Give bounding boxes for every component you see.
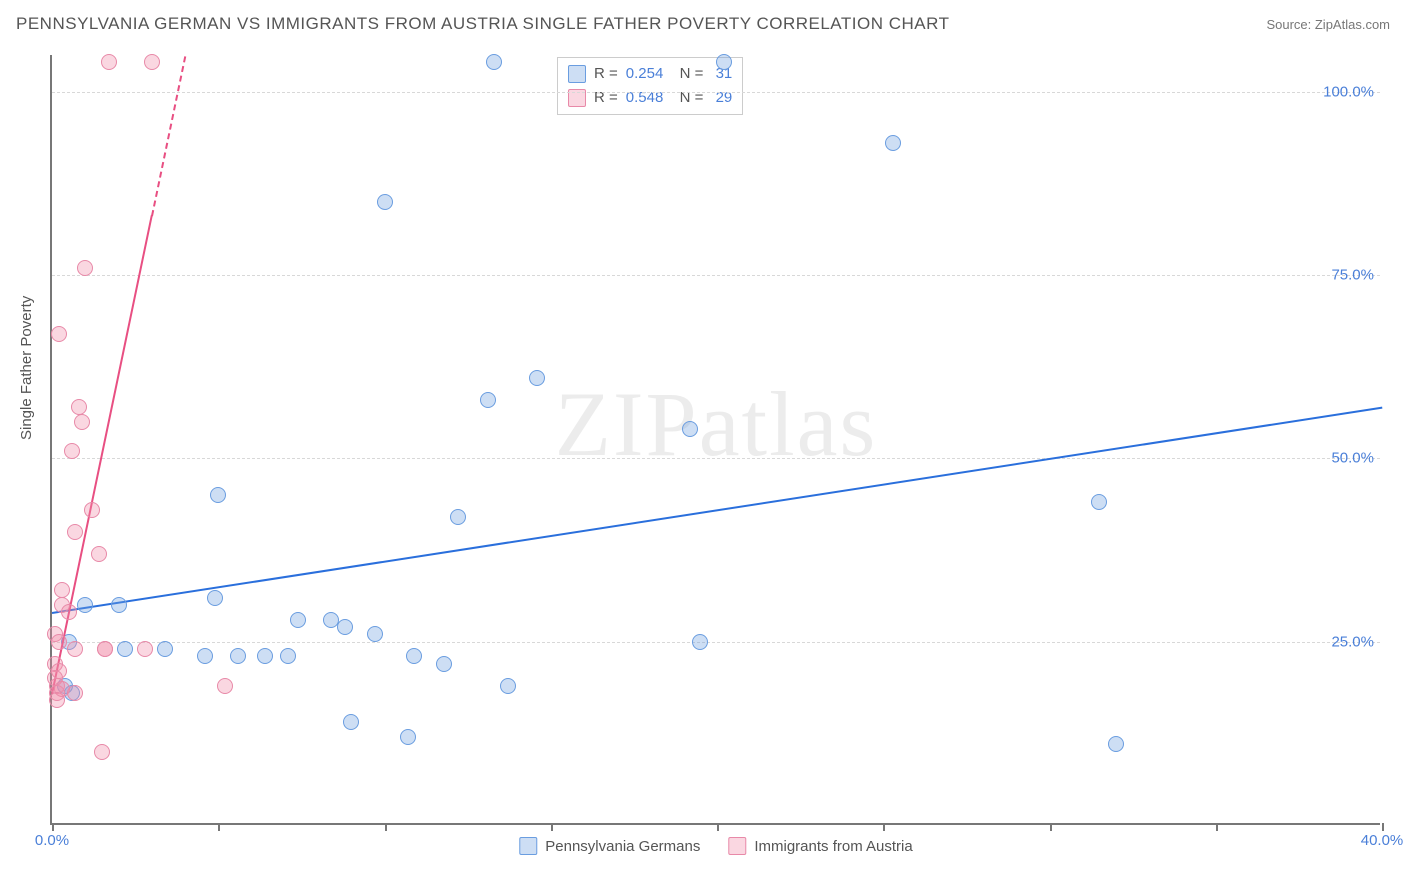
scatter-point (77, 260, 93, 276)
x-tick-mark (52, 823, 54, 831)
scatter-point (377, 194, 393, 210)
scatter-point (144, 54, 160, 70)
scatter-point (529, 370, 545, 386)
legend-n-label: N = (671, 62, 703, 86)
y-tick-label: 75.0% (1331, 267, 1374, 284)
gridline-horizontal (52, 92, 1380, 93)
scatter-point (217, 678, 233, 694)
scatter-point (500, 678, 516, 694)
scatter-point (117, 641, 133, 657)
scatter-point (230, 648, 246, 664)
scatter-point (49, 692, 65, 708)
scatter-point (343, 714, 359, 730)
source-attribution: Source: ZipAtlas.com (1266, 17, 1390, 32)
legend-swatch (728, 837, 746, 855)
scatter-point (480, 392, 496, 408)
scatter-point (280, 648, 296, 664)
legend-swatch (568, 65, 586, 83)
y-tick-label: 25.0% (1331, 633, 1374, 650)
chart-title: PENNSYLVANIA GERMAN VS IMMIGRANTS FROM A… (16, 14, 949, 34)
legend-bottom: Pennsylvania Germans Immigrants from Aust… (519, 837, 912, 855)
y-tick-label: 100.0% (1323, 83, 1374, 100)
legend-top: R = 0.254 N = 31R = 0.548 N = 29 (557, 57, 743, 115)
title-bar: PENNSYLVANIA GERMAN VS IMMIGRANTS FROM A… (16, 14, 1390, 34)
plot-area: ZIPatlas R = 0.254 N = 31R = 0.548 N = 2… (50, 55, 1380, 825)
x-tick-label: 0.0% (35, 832, 69, 849)
scatter-point (84, 502, 100, 518)
scatter-point (61, 604, 77, 620)
x-tick-mark (883, 823, 885, 831)
scatter-point (54, 582, 70, 598)
scatter-point (207, 590, 223, 606)
scatter-point (71, 399, 87, 415)
scatter-point (1091, 494, 1107, 510)
scatter-point (885, 135, 901, 151)
scatter-point (400, 729, 416, 745)
scatter-point (101, 54, 117, 70)
legend-stats-row: R = 0.254 N = 31 (568, 62, 732, 86)
trend-line (52, 407, 1382, 614)
scatter-point (682, 421, 698, 437)
scatter-point (111, 597, 127, 613)
scatter-point (436, 656, 452, 672)
trend-line (151, 56, 186, 216)
scatter-point (210, 487, 226, 503)
legend-n-value: 29 (711, 86, 732, 110)
legend-n-label: N = (671, 86, 703, 110)
scatter-point (290, 612, 306, 628)
legend-r-value: 0.254 (626, 62, 664, 86)
scatter-point (97, 641, 113, 657)
y-tick-label: 50.0% (1331, 450, 1374, 467)
scatter-point (1108, 736, 1124, 752)
scatter-point (157, 641, 173, 657)
scatter-point (64, 443, 80, 459)
gridline-horizontal (52, 458, 1380, 459)
scatter-point (51, 634, 67, 650)
scatter-point (94, 744, 110, 760)
gridline-horizontal (52, 642, 1380, 643)
scatter-point (77, 597, 93, 613)
scatter-point (406, 648, 422, 664)
legend-series-item: Pennsylvania Germans (519, 837, 700, 855)
x-tick-mark (1216, 823, 1218, 831)
scatter-point (74, 414, 90, 430)
scatter-point (67, 685, 83, 701)
scatter-point (257, 648, 273, 664)
scatter-point (51, 326, 67, 342)
legend-r-label: R = (594, 86, 618, 110)
x-tick-label: 40.0% (1361, 832, 1404, 849)
scatter-point (692, 634, 708, 650)
scatter-point (367, 626, 383, 642)
gridline-horizontal (52, 275, 1380, 276)
x-tick-mark (551, 823, 553, 831)
x-tick-mark (1050, 823, 1052, 831)
watermark: ZIPatlas (555, 371, 878, 477)
scatter-point (67, 524, 83, 540)
legend-series-item: Immigrants from Austria (728, 837, 912, 855)
legend-r-label: R = (594, 62, 618, 86)
x-tick-mark (1382, 823, 1384, 831)
x-tick-mark (717, 823, 719, 831)
y-axis-label: Single Father Poverty (18, 296, 35, 440)
legend-stats-row: R = 0.548 N = 29 (568, 86, 732, 110)
scatter-point (67, 641, 83, 657)
scatter-point (486, 54, 502, 70)
legend-series-label: Immigrants from Austria (754, 838, 912, 855)
scatter-point (716, 54, 732, 70)
scatter-point (337, 619, 353, 635)
x-tick-mark (218, 823, 220, 831)
scatter-point (197, 648, 213, 664)
scatter-point (137, 641, 153, 657)
scatter-point (450, 509, 466, 525)
x-tick-mark (385, 823, 387, 831)
scatter-point (91, 546, 107, 562)
legend-swatch (519, 837, 537, 855)
legend-series-label: Pennsylvania Germans (545, 838, 700, 855)
legend-r-value: 0.548 (626, 86, 664, 110)
